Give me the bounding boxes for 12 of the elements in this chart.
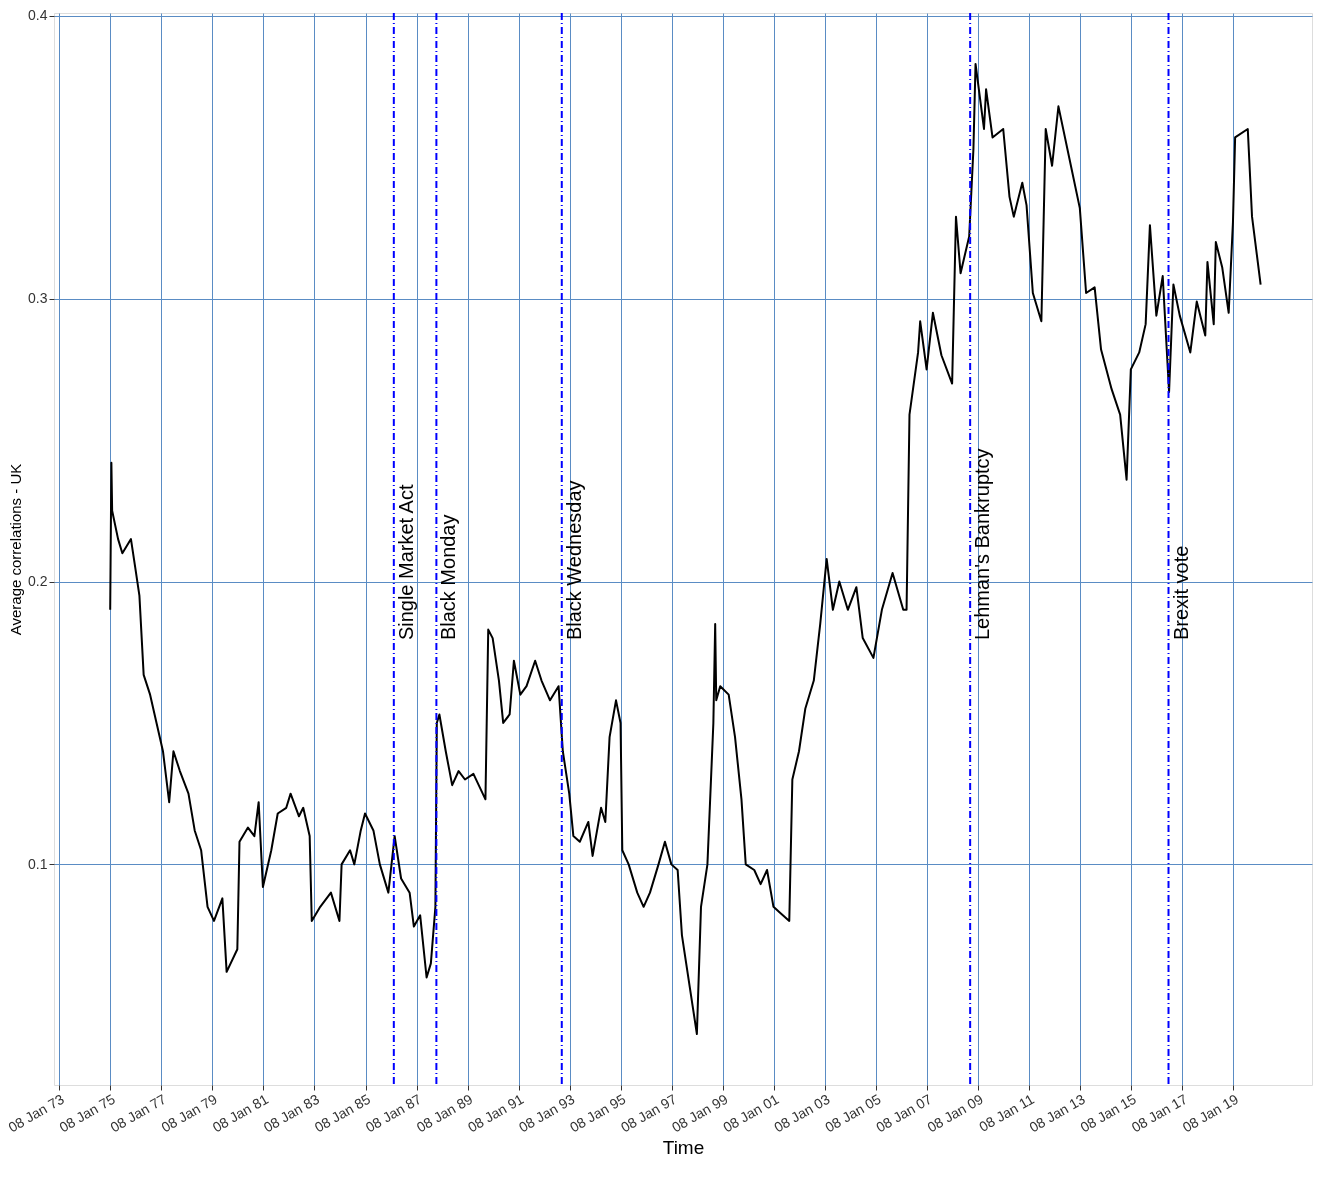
line-series [109,62,1262,1036]
ref-line-label: Black Monday [437,514,460,641]
y-tick-label: 0.1 [28,855,48,872]
ref-line-label: Single Market Act [394,484,417,641]
ref-line-label: Lehman's Bankruptcy [971,448,994,641]
y-tick-label: 0.2 [28,573,48,590]
y-axis-title: Average correlations - UK [7,463,25,636]
y-tick-label: 0.4 [28,7,48,24]
x-axis-title: Time [662,1137,705,1159]
ref-line-label: Black Wednesday [562,480,585,641]
ref-line-label: Brexit vote [1169,545,1192,641]
y-tick-label: 0.3 [28,290,48,307]
